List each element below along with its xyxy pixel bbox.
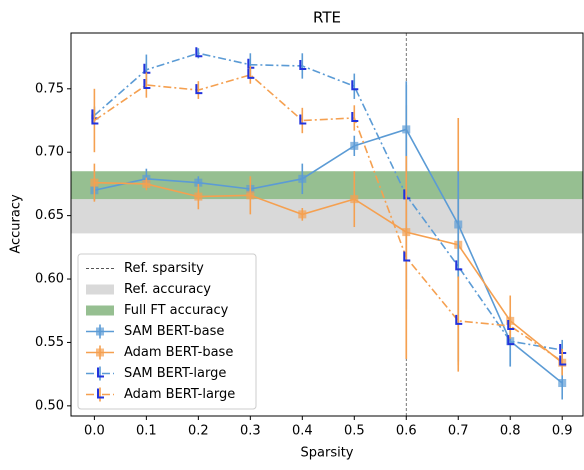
- y-axis-label: Accuracy: [9, 194, 24, 254]
- marker: [142, 179, 151, 188]
- y-tick-label: 0.55: [35, 335, 64, 350]
- legend-label: SAM BERT-base: [124, 324, 224, 339]
- marker: [507, 319, 515, 330]
- band: [71, 171, 583, 200]
- x-tick-label: 0.9: [552, 424, 573, 439]
- legend-swatch: [86, 305, 114, 316]
- marker: [90, 178, 99, 187]
- x-tick-label: 0.8: [500, 424, 521, 439]
- marker: [559, 344, 567, 355]
- marker: [247, 58, 255, 69]
- marker: [403, 251, 411, 262]
- x-tick-label: 0.7: [448, 424, 469, 439]
- marker: [194, 178, 203, 187]
- marker: [143, 78, 151, 89]
- chart-title: RTE: [313, 9, 341, 27]
- marker: [351, 111, 359, 122]
- legend-swatch: [86, 284, 114, 295]
- marker: [298, 174, 307, 183]
- x-tick-label: 0.6: [396, 424, 417, 439]
- marker: [298, 210, 307, 219]
- legend-label: Adam BERT-base: [124, 345, 233, 360]
- marker: [91, 114, 99, 125]
- marker: [143, 63, 151, 74]
- marker: [350, 141, 359, 150]
- x-tick-label: 0.0: [84, 424, 105, 439]
- x-tick-label: 0.1: [136, 424, 157, 439]
- y-tick-label: 0.75: [35, 81, 64, 96]
- legend-swatch: [96, 348, 104, 357]
- legend-box: [77, 253, 257, 410]
- marker: [403, 189, 411, 200]
- x-tick-label: 0.4: [292, 424, 313, 439]
- series-line: [93, 73, 563, 363]
- marker: [351, 80, 359, 91]
- x-tick-label: 0.3: [240, 424, 261, 439]
- marker: [194, 192, 203, 201]
- y-tick-label: 0.70: [35, 145, 64, 160]
- legend-label: SAM BERT-large: [124, 366, 226, 381]
- legend-label: Ref. accuracy: [124, 282, 211, 297]
- y-tick-label: 0.65: [35, 208, 64, 223]
- legend-swatch: [97, 367, 104, 378]
- legend-label: Full FT accuracy: [124, 303, 229, 318]
- band: [71, 199, 583, 234]
- marker: [507, 335, 515, 346]
- series-line: [93, 52, 563, 351]
- legend-label: Adam BERT-large: [124, 387, 235, 402]
- x-tick-label: 0.5: [344, 424, 365, 439]
- y-tick-label: 0.60: [35, 272, 64, 287]
- legend-swatch: [97, 388, 104, 399]
- marker: [455, 260, 463, 271]
- plot-frame: [70, 32, 584, 417]
- legend-swatch: [96, 327, 104, 336]
- marker: [195, 47, 203, 58]
- marker: [350, 195, 359, 204]
- legend-label: Ref. sparsity: [124, 261, 204, 276]
- x-axis-label: Sparsity: [301, 446, 354, 461]
- marker: [299, 59, 307, 70]
- series-line: [94, 181, 563, 364]
- marker: [195, 84, 203, 95]
- marker: [246, 191, 255, 200]
- marker: [558, 379, 567, 388]
- y-tick-label: 0.50: [35, 398, 64, 413]
- marker: [299, 114, 307, 125]
- marker: [455, 314, 463, 325]
- x-tick-label: 0.2: [188, 424, 209, 439]
- marker: [559, 355, 567, 366]
- marker: [247, 68, 255, 79]
